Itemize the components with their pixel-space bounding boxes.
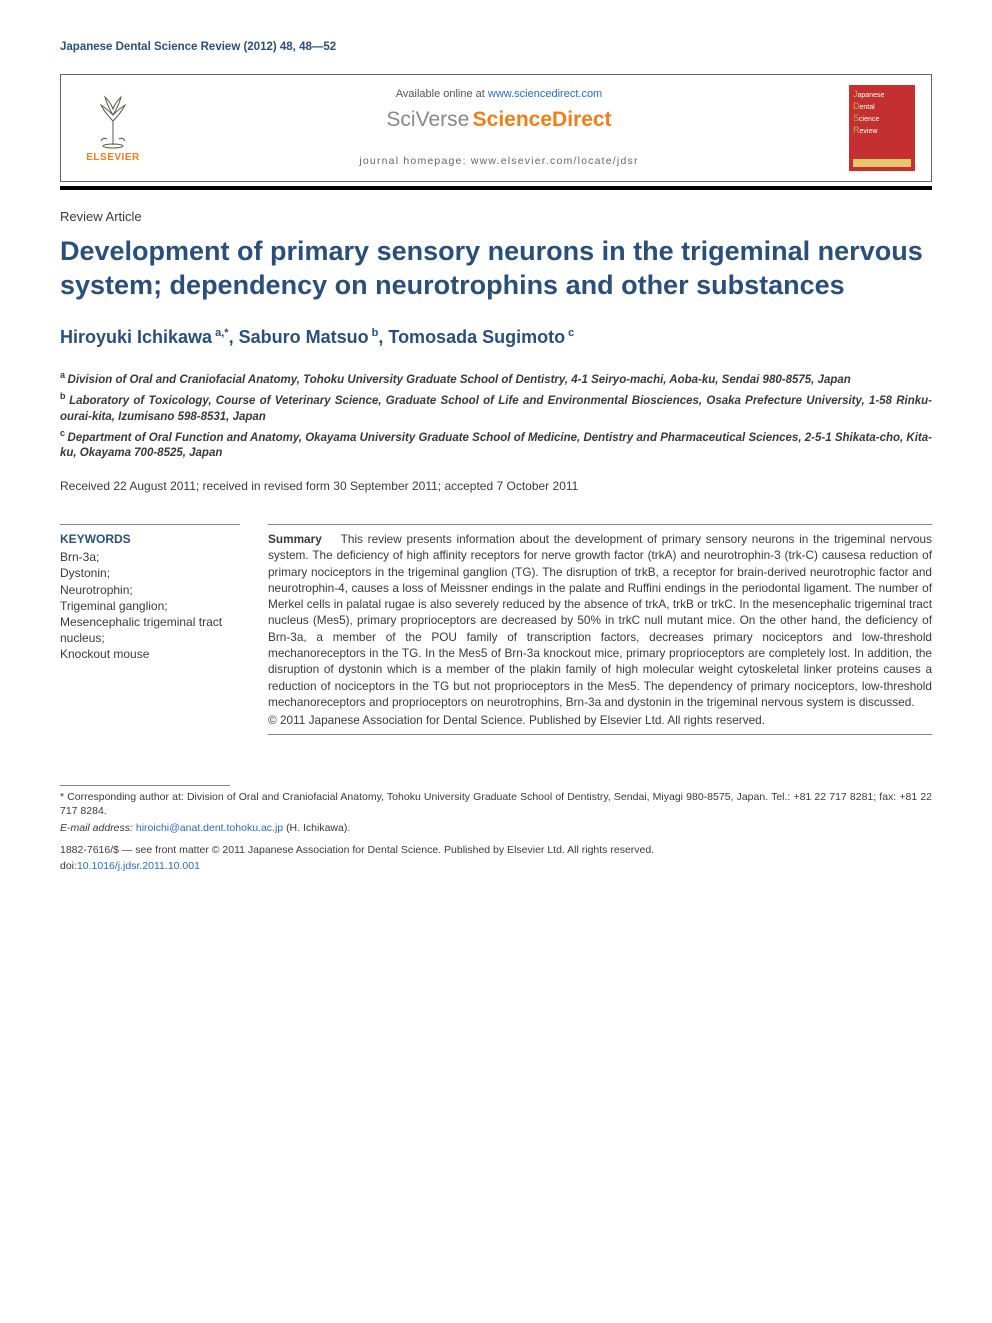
- cover-band-icon: [853, 159, 911, 167]
- journal-cover-thumbnail: Japanese Dental Science Review: [849, 85, 915, 171]
- author-mark: a,*: [212, 327, 229, 339]
- summary-copyright: © 2011 Japanese Association for Dental S…: [268, 712, 932, 728]
- cover-review: eview: [860, 128, 878, 135]
- footnote-rule: [60, 785, 230, 786]
- sciencedirect-word: ScienceDirect: [473, 108, 612, 131]
- affiliation: a Division of Oral and Craniofacial Anat…: [60, 369, 932, 388]
- email-label: E-mail address:: [60, 822, 133, 834]
- summary-heading: Summary: [268, 532, 322, 546]
- homepage-url[interactable]: www.elsevier.com/locate/jdsr: [471, 155, 639, 167]
- affiliation-mark: c: [60, 428, 68, 438]
- summary-column: Summary This review presents information…: [268, 524, 932, 735]
- affiliation-mark: b: [60, 391, 69, 401]
- available-online: Available online at www.sciencedirect.co…: [163, 87, 835, 102]
- author-mark: c: [565, 327, 574, 339]
- article-title: Development of primary sensory neurons i…: [60, 235, 932, 303]
- keyword-item: Neurotrophin;: [60, 582, 240, 598]
- footnotes: * Corresponding author at: Division of O…: [60, 790, 932, 873]
- header-center: Available online at www.sciencedirect.co…: [163, 87, 835, 168]
- keyword-item: Mesencephalic trigeminal tract nucleus;: [60, 614, 240, 646]
- doi-line: doi:10.1016/j.jdsr.2011.10.001: [60, 859, 932, 873]
- cover-dental: ental: [860, 104, 875, 111]
- homepage-prefix: journal homepage:: [359, 155, 471, 167]
- doi-link[interactable]: 10.1016/j.jdsr.2011.10.001: [77, 860, 200, 872]
- article-type: Review Article: [60, 208, 932, 226]
- issn-line: 1882-7616/$ — see front matter © 2011 Ja…: [60, 843, 932, 857]
- elsevier-logo[interactable]: ELSEVIER: [77, 91, 149, 165]
- affiliation: b Laboratory of Toxicology, Course of Ve…: [60, 390, 932, 425]
- author-name: Tomosada Sugimoto: [388, 327, 565, 347]
- sciverse-logo: SciVerse ScienceDirect: [163, 106, 835, 134]
- keyword-item: Knockout mouse: [60, 646, 240, 662]
- affiliations: a Division of Oral and Craniofacial Anat…: [60, 369, 932, 462]
- email-line: E-mail address: hiroichi@anat.dent.tohok…: [60, 821, 932, 835]
- body-columns: KEYWORDS Brn-3a;Dystonin;Neurotrophin;Tr…: [60, 524, 932, 735]
- sciverse-word: SciVerse: [386, 108, 469, 131]
- summary-body: This review presents information about t…: [268, 532, 932, 709]
- email-link[interactable]: hiroichi@anat.dent.tohoku.ac.jp: [136, 822, 283, 834]
- journal-homepage: journal homepage: www.elsevier.com/locat…: [163, 154, 835, 168]
- received-dates: Received 22 August 2011; received in rev…: [60, 478, 932, 494]
- doi-label: doi:: [60, 860, 77, 872]
- corresponding-author: * Corresponding author at: Division of O…: [60, 790, 932, 818]
- author-mark: b: [369, 327, 379, 339]
- keywords-heading: KEYWORDS: [60, 531, 240, 547]
- available-prefix: Available online at: [396, 88, 488, 100]
- affiliation-mark: a: [60, 370, 68, 380]
- keyword-item: Brn-3a;: [60, 549, 240, 565]
- cover-japanese: apanese: [858, 92, 885, 99]
- author-name: Saburo Matsuo: [239, 327, 369, 347]
- cover-science: cience: [859, 116, 879, 123]
- affiliation: c Department of Oral Function and Anatom…: [60, 427, 932, 462]
- authors-line: Hiroyuki Ichikawa a,*, Saburo Matsuo b, …: [60, 325, 932, 349]
- email-attribution: (H. Ichikawa).: [286, 822, 350, 834]
- keyword-item: Trigeminal ganglion;: [60, 598, 240, 614]
- sciencedirect-link[interactable]: www.sciencedirect.com: [488, 88, 602, 100]
- thick-rule: [60, 186, 932, 190]
- elsevier-wordmark: ELSEVIER: [86, 151, 139, 165]
- keyword-item: Dystonin;: [60, 565, 240, 581]
- keywords-column: KEYWORDS Brn-3a;Dystonin;Neurotrophin;Tr…: [60, 524, 240, 735]
- header-box: ELSEVIER Available online at www.science…: [60, 74, 932, 182]
- journal-reference: Japanese Dental Science Review (2012) 48…: [60, 40, 932, 56]
- elsevier-tree-icon: [87, 91, 139, 149]
- author-name: Hiroyuki Ichikawa: [60, 327, 212, 347]
